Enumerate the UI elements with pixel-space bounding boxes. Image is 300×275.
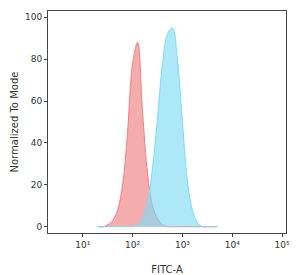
- svg-text:10⁵: 10⁵: [275, 240, 290, 250]
- svg-text:10²: 10²: [125, 240, 140, 250]
- svg-text:40: 40: [31, 138, 43, 148]
- svg-text:10¹: 10¹: [75, 240, 90, 250]
- svg-text:0: 0: [36, 222, 42, 232]
- svg-text:60: 60: [31, 96, 43, 106]
- svg-text:FITC-A: FITC-A: [151, 264, 183, 275]
- svg-text:Normalized To Mode: Normalized To Mode: [9, 72, 20, 173]
- svg-text:10³: 10³: [175, 240, 190, 250]
- svg-text:20: 20: [31, 180, 43, 190]
- svg-text:100: 100: [25, 12, 42, 22]
- svg-text:10⁴: 10⁴: [225, 240, 240, 250]
- svg-text:80: 80: [31, 54, 43, 64]
